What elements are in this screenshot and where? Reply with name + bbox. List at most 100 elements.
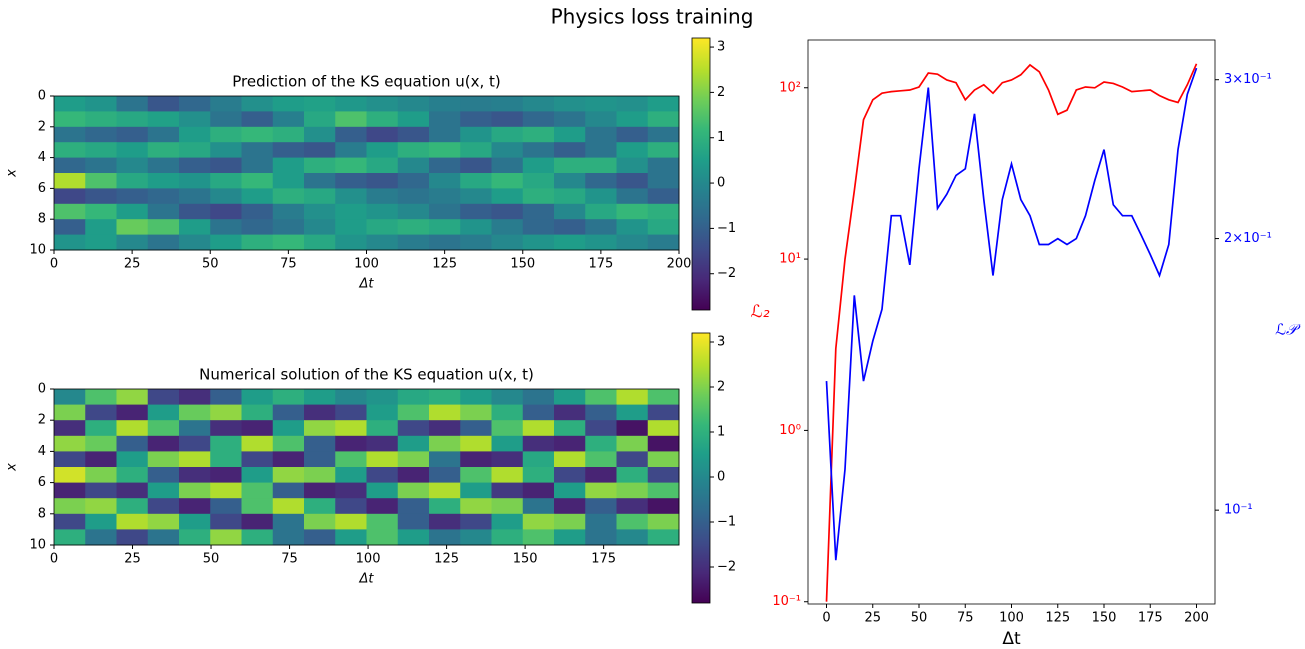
heatmap-cell <box>429 498 461 515</box>
heatmap-cell <box>647 389 680 406</box>
heatmap-cell <box>647 529 680 546</box>
heatmap-cell <box>116 389 149 406</box>
heatmap-cell <box>460 142 492 159</box>
heatmap-cell <box>460 219 492 236</box>
heatmap-cell <box>272 513 305 530</box>
heatmap-cell <box>616 467 649 484</box>
heatmap-cell <box>147 188 180 205</box>
heatmap-cell <box>116 404 149 421</box>
heatmap-cell <box>147 529 180 546</box>
heatmap-cell <box>616 157 649 174</box>
heatmap-cell <box>116 420 149 437</box>
heatmap-cell <box>491 111 524 128</box>
heatmap-cell <box>397 420 430 437</box>
heatmap-cell <box>241 173 274 189</box>
heatmap-cell <box>179 142 211 159</box>
heatmap-cell <box>54 467 86 484</box>
heatmap-cell <box>335 234 367 251</box>
heatmap-cell <box>366 420 399 437</box>
heatmap-cell <box>147 142 180 159</box>
heatmap-cell <box>616 126 649 143</box>
heatmap-cell <box>554 482 586 499</box>
heatmap-cell <box>429 111 461 128</box>
x-tick-label: 50 <box>911 611 928 626</box>
heatmap-cell <box>210 203 242 220</box>
x-tick-label: 75 <box>281 552 298 567</box>
heatmap-cell <box>147 234 180 251</box>
heatmap-cell <box>366 482 399 499</box>
heatmap-cell <box>585 219 617 236</box>
heatmap-cell <box>366 203 399 220</box>
heatmap-cell <box>272 157 305 174</box>
heatmap-cell <box>397 157 430 174</box>
y-tick-label: 6 <box>38 475 46 490</box>
heatmap-cell <box>210 96 242 112</box>
heatmap-cell <box>491 157 524 174</box>
heatmap-cell <box>335 435 367 452</box>
heatmap-cell <box>335 111 367 128</box>
heatmap-cell <box>335 451 367 468</box>
heatmap-cell <box>585 173 617 189</box>
heatmap-cell <box>179 111 211 128</box>
heatmap-cell <box>616 234 649 251</box>
heatmap-cell <box>85 482 117 499</box>
heatmap-cell <box>54 111 86 128</box>
colorbar-tick-label: 3 <box>717 40 725 55</box>
heatmap-cell <box>179 435 211 452</box>
y2-axis-label: ℒ𝒫 <box>1275 321 1301 339</box>
data-line <box>825 67 1198 561</box>
heatmap-cell <box>241 404 274 421</box>
heatmap-cell <box>429 234 461 251</box>
y-tick-label: 10¹ <box>779 252 801 267</box>
heatmap-cell <box>616 529 649 546</box>
heatmap-cell <box>179 157 211 174</box>
heatmap-cell <box>85 435 117 452</box>
heatmap-cell <box>116 498 149 515</box>
heatmap-cell <box>147 389 180 406</box>
heatmap-cell <box>116 142 149 159</box>
heatmap-cell <box>554 498 586 515</box>
heatmap-cell <box>647 482 680 499</box>
heatmap-cell <box>241 529 274 546</box>
plot-title: Prediction of the KS equation u(x, t) <box>232 73 500 91</box>
heatmap-cell <box>304 529 336 546</box>
heatmap-cell <box>241 513 274 530</box>
heatmap-cell <box>585 234 617 251</box>
heatmap-cell <box>522 142 555 159</box>
heatmap-cell <box>522 389 555 406</box>
heatmap-cell <box>85 234 117 251</box>
plot-title: Numerical solution of the KS equation u(… <box>199 366 534 384</box>
heatmap-cell <box>179 467 211 484</box>
heatmap-cell <box>272 498 305 515</box>
heatmap-cell <box>585 498 617 515</box>
heatmap-cell <box>304 157 336 174</box>
heatmap-cell <box>491 389 524 406</box>
heatmap-cell <box>116 513 149 530</box>
heatmap-cell <box>616 498 649 515</box>
heatmap-cell <box>147 451 180 468</box>
x-axis-label: Δt <box>1002 629 1021 649</box>
y-tick-label: 4 <box>38 150 46 165</box>
heatmap-cell <box>54 404 86 421</box>
heatmap-cell <box>304 482 336 499</box>
heatmap-cell <box>179 498 211 515</box>
heatmap-cell <box>210 219 242 236</box>
heatmap-cell <box>491 529 524 546</box>
heatmap-cell <box>241 420 274 437</box>
heatmap-cell <box>335 188 367 205</box>
heatmap-cell <box>366 529 399 546</box>
heatmap-cell <box>85 404 117 421</box>
y-tick-label: 10⁻¹ <box>772 594 801 609</box>
heatmap-cell <box>522 513 555 530</box>
heatmap-cell <box>585 111 617 128</box>
heatmap-cell <box>85 513 117 530</box>
heatmap-cell <box>429 96 461 112</box>
heatmap-cell <box>85 498 117 515</box>
x-tick-label: 175 <box>588 257 613 272</box>
x-tick-label: 50 <box>203 552 220 567</box>
heatmap-cell <box>366 188 399 205</box>
x-axis-label: Δt <box>359 572 375 587</box>
heatmap-cell <box>397 404 430 421</box>
heatmap-cell <box>116 467 149 484</box>
heatmap-cell <box>272 529 305 546</box>
